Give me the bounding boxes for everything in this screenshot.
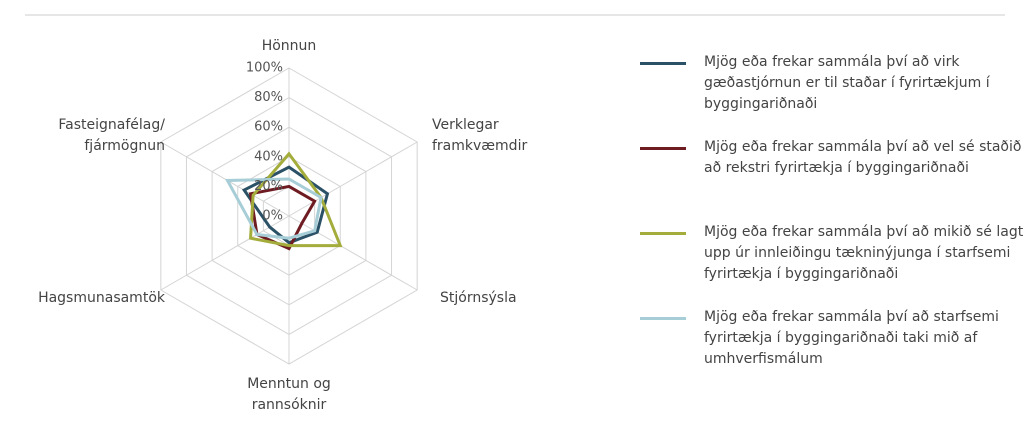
r-tick-label: 20% xyxy=(254,179,283,194)
spoke xyxy=(160,215,290,291)
legend-entry: Mjög eða frekar sammála því að mikið sé … xyxy=(640,222,1025,285)
series-line xyxy=(241,165,330,245)
legend-entry: Mjög eða frekar sammála því að virk gæða… xyxy=(640,52,1025,115)
category-label: Menntun og rannsóknir xyxy=(247,376,331,413)
series-line xyxy=(248,184,317,251)
r-tick-label: 0% xyxy=(262,209,283,224)
legend-label: Mjög eða frekar sammála því að virk gæða… xyxy=(704,54,990,112)
legend-label: Mjög eða frekar sammála því að mikið sé … xyxy=(704,224,1024,282)
r-tick-label: 40% xyxy=(254,149,283,164)
spoke xyxy=(288,141,418,217)
legend-swatch xyxy=(640,317,686,320)
legend-label: Mjög eða frekar sammála því að vel sé st… xyxy=(704,139,1022,176)
r-tick-label: 100% xyxy=(246,61,283,76)
legend-entry: Mjög eða frekar sammála því að vel sé st… xyxy=(640,137,1025,179)
series-line xyxy=(224,177,323,240)
legend-entry: Mjög eða frekar sammála því að starfsemi… xyxy=(640,307,1025,370)
spoke xyxy=(288,215,418,291)
r-tick-label: 80% xyxy=(254,90,283,105)
legend-swatch xyxy=(640,62,686,65)
spoke xyxy=(160,141,290,217)
r-tick-label: 60% xyxy=(254,120,283,135)
legend-label: Mjög eða frekar sammála því að starfsemi… xyxy=(704,309,999,367)
legend-swatch xyxy=(640,232,686,235)
category-label: Fasteignafélag/ fjármögnun xyxy=(58,117,165,154)
category-label: Hönnun xyxy=(261,38,317,54)
category-label: Hagsmunasamtök xyxy=(38,290,165,306)
category-label: Verklegar framkvæmdir xyxy=(432,117,528,154)
category-label: Stjórnsýsla xyxy=(440,290,517,306)
legend-swatch xyxy=(640,147,686,150)
